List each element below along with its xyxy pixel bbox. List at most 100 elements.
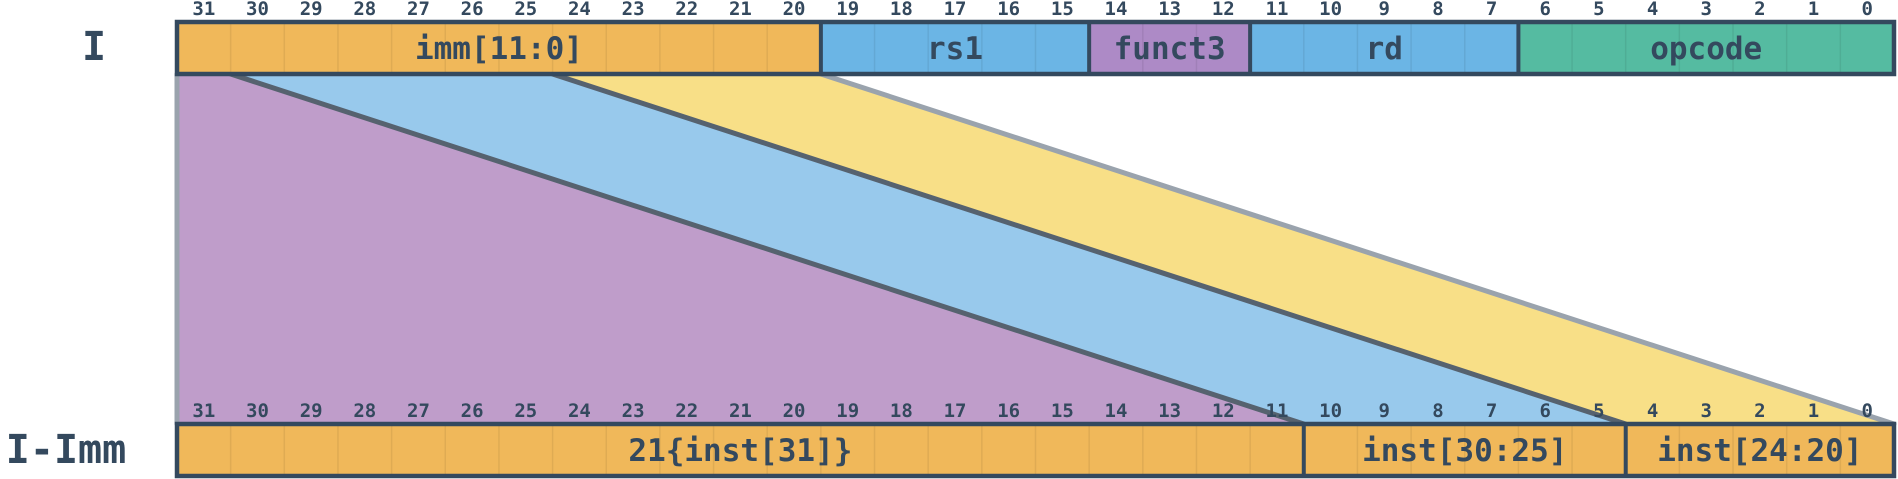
bit-number: 24 [568,400,591,422]
bit-number: 17 [944,0,967,20]
bit-number: 16 [997,0,1020,20]
field-label: inst[24:20] [1657,433,1862,469]
bit-number: 28 [353,0,376,20]
field-label: inst[30:25] [1362,433,1567,469]
bit-number: 11 [1266,400,1289,422]
bit-number: 17 [944,400,967,422]
bit-number: 25 [514,0,537,20]
mapping-bits24-20 [552,74,1894,424]
bit-number: 5 [1593,400,1604,422]
bit-number: 4 [1647,0,1658,20]
bit-number: 19 [836,400,859,422]
bit-number: 15 [1051,0,1074,20]
bit-number: 25 [514,400,537,422]
bit-number: 20 [783,400,806,422]
bit-number: 31 [192,0,215,20]
bit-number: 21 [729,0,752,20]
bit-number: 6 [1540,400,1551,422]
field-label: 21{inst[31]} [628,433,852,469]
bit-number: 8 [1432,400,1443,422]
bit-number: 22 [675,0,698,20]
row-border [174,421,1897,479]
mapping-edge-bit24 [550,71,1629,427]
field-box [1625,424,1894,476]
field-box [1250,22,1519,74]
bit-number: 10 [1319,400,1342,422]
bit-number: 4 [1647,400,1658,422]
bit-number: 18 [890,0,913,20]
bit-number: 20 [783,0,806,20]
bit-number: 7 [1486,400,1497,422]
mapping-bit31-sign-extend [177,74,1304,424]
bit-number: 12 [1212,400,1235,422]
bit-number: 27 [407,0,430,20]
bit-number: 15 [1051,400,1074,422]
bit-number: 31 [192,400,215,422]
bit-number: 6 [1540,0,1551,20]
bit-number: 16 [997,400,1020,422]
bit-number: 26 [461,400,484,422]
bit-number: 12 [1212,0,1235,20]
bit-number: 28 [353,400,376,422]
inst-30-25-field: inst[30:25] [1303,424,1626,476]
field-label: imm[11:0] [415,31,583,67]
bit-number: 8 [1432,0,1443,20]
bit-number: 26 [461,0,484,20]
bit-number: 3 [1700,0,1711,20]
row-border [174,19,1897,77]
field-label: opcode [1650,31,1762,67]
bit-number: 2 [1754,400,1765,422]
bit-number: 13 [1158,0,1181,20]
bit-number: 9 [1379,400,1390,422]
i-immediate-label: I-Imm [6,427,126,473]
field-box [820,22,1090,74]
bit-number: 1 [1808,0,1819,20]
bit-number: 3 [1700,400,1711,422]
bit-number: 11 [1266,0,1289,20]
field-label: rd [1366,31,1403,67]
bit-number: 29 [300,400,323,422]
bit-number: 27 [407,400,430,422]
bit-number: 23 [622,0,645,20]
bit-number: 9 [1379,0,1390,20]
rd-field: rd [1250,22,1519,74]
bit-number: 23 [622,400,645,422]
bit-number: 0 [1861,400,1872,422]
mapping-bits30-25 [230,74,1626,424]
sign-extend-field: 21{inst[31]} [177,424,1304,476]
bit-number: 10 [1319,0,1342,20]
i-format-label: I [82,24,106,70]
bit-number: 13 [1158,400,1181,422]
mapping-right-edge [818,71,1897,427]
field-box [1303,424,1626,476]
bit-number: 18 [890,400,913,422]
bit-number: 14 [1105,400,1128,422]
bit-number: 1 [1808,400,1819,422]
field-box [177,22,821,74]
bit-number: 2 [1754,0,1765,20]
bit-mapping-layer [174,71,1897,427]
mapping-edge-bit30 [228,71,1307,427]
bit-number: 14 [1105,0,1128,20]
bit-number: 21 [729,400,752,422]
field-box [1089,22,1251,74]
funct3-field: funct3 [1089,22,1251,74]
bit-number: 22 [675,400,698,422]
bit-number: 7 [1486,0,1497,20]
field-box [177,424,1304,476]
opcode-field: opcode [1518,22,1894,74]
imm-field: imm[11:0] [177,22,821,74]
bit-number: 24 [568,0,591,20]
rs1-field: rs1 [820,22,1090,74]
field-label: rs1 [927,31,983,67]
bit-number: 5 [1593,0,1604,20]
i-immediate-row: 21{inst[31]} inst[30:25] inst[24:20]31 30 29… [174,400,1897,479]
bit-number: 30 [246,400,269,422]
bit-number: 19 [836,0,859,20]
bit-number: 29 [300,0,323,20]
bit-number: 30 [246,0,269,20]
bit-number: 0 [1861,0,1872,20]
inst-24-20-field: inst[24:20] [1625,424,1894,476]
